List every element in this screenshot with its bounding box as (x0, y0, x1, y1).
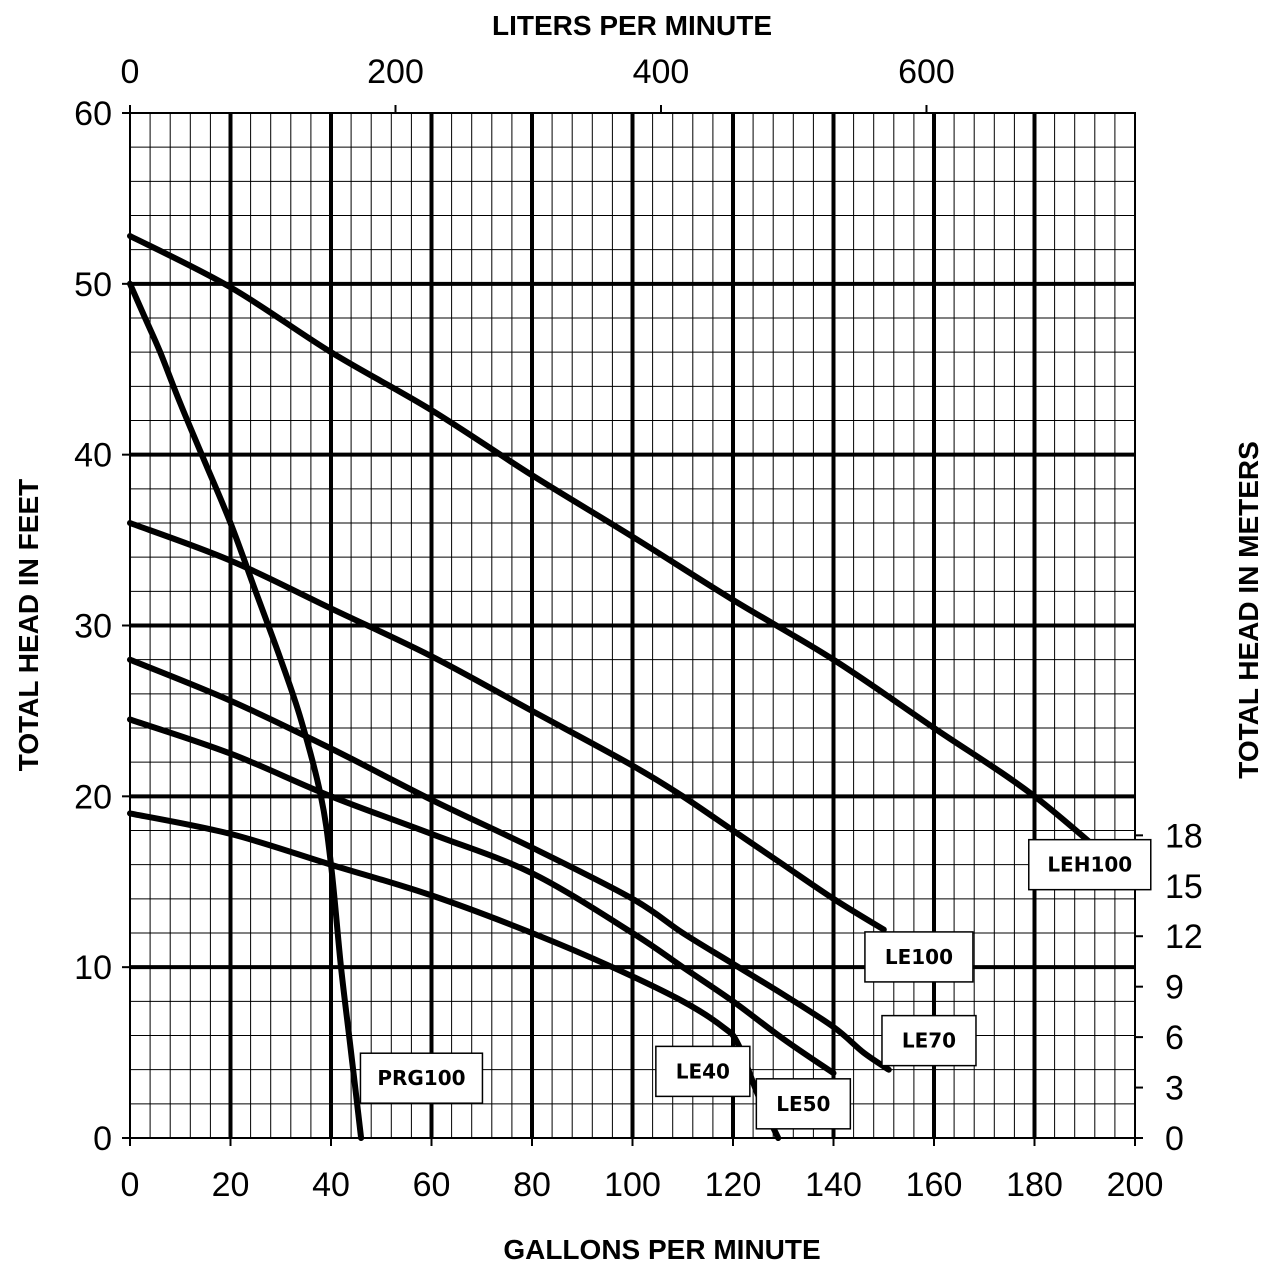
curve-prg100 (127, 280, 365, 1141)
pump-curves (127, 233, 1138, 1141)
y-tick-label: 10 (74, 949, 112, 987)
curve-label-text: LE40 (676, 1059, 730, 1083)
x-tick-label: 200 (1107, 1166, 1164, 1204)
curve-label-le50: LE50 (755, 1078, 852, 1130)
y-tick-label: 30 (74, 608, 112, 646)
y-tick-label: 60 (74, 95, 112, 133)
x-tick-label: 180 (1006, 1166, 1063, 1204)
y2-tick-label: 6 (1165, 1019, 1184, 1057)
curve-label-le70: LE70 (881, 1014, 977, 1067)
curve-label-text: LE50 (776, 1092, 830, 1116)
x2-axis-title: LITERS PER MINUTE (492, 10, 772, 41)
curve-label-box (359, 1052, 484, 1104)
curve-label-box (655, 1045, 751, 1098)
axis-ticks (122, 105, 1143, 1146)
curve-label-le100: LE100 (864, 931, 974, 983)
x2-tick-label: 600 (898, 53, 955, 91)
x2-tick-label: 400 (633, 53, 690, 91)
curve-label-leh100: LEH100 (1028, 838, 1152, 891)
y2-tick-label: 15 (1165, 868, 1203, 906)
curve-label-text: PRG100 (377, 1066, 465, 1090)
y2-axis-title: TOTAL HEAD IN METERS (1233, 441, 1264, 779)
curve-le70 (127, 656, 892, 1073)
curve-leh100 (127, 233, 1138, 885)
y2-tick-label: 3 (1165, 1070, 1184, 1108)
major-grid (130, 113, 1135, 1138)
y2-tick-label: 18 (1165, 817, 1203, 855)
curve-label-box (755, 1078, 852, 1130)
curve-label-text: LE100 (885, 945, 953, 969)
y2-tick-label: 12 (1165, 918, 1203, 956)
curve-label-box (881, 1014, 977, 1067)
curve-label-box (1028, 838, 1152, 891)
curve-label-text: LEH100 (1047, 853, 1132, 877)
y-tick-label: 50 (74, 266, 112, 304)
curve-le40 (127, 810, 782, 1141)
x-tick-label: 160 (906, 1166, 963, 1204)
tick-labels: 0 20 40 60 80 100 120 140 160 180 2000102030405060… (74, 53, 1203, 1204)
curve-label-box (864, 931, 974, 983)
y2-tick-label: 0 (1165, 1120, 1184, 1158)
x-tick-label: 20 (212, 1166, 250, 1204)
x-tick-label: 140 (805, 1166, 862, 1204)
x2-tick-label: 200 (367, 53, 424, 91)
curve-label-le40: LE40 (655, 1045, 751, 1098)
curve-labels: LEH100 LE100 LE70 LE40 LE50 PRG100 (359, 838, 1152, 1130)
x2-tick-label: 0 (121, 53, 140, 91)
x-tick-label: 120 (705, 1166, 762, 1204)
x-tick-label: 100 (604, 1166, 661, 1204)
y-axis-title: TOTAL HEAD IN FEET (13, 479, 44, 771)
y-tick-label: 0 (93, 1120, 112, 1158)
x-tick-label: 0 (121, 1166, 140, 1204)
x-tick-label: 80 (513, 1166, 551, 1204)
curve-le100 (127, 520, 887, 933)
y2-tick-label: 9 (1165, 969, 1184, 1007)
x-axis-title: GALLONS PER MINUTE (503, 1234, 820, 1265)
curve-label-prg100: PRG100 (359, 1052, 484, 1104)
curve-le50 (127, 716, 837, 1077)
x-tick-label: 60 (413, 1166, 451, 1204)
x-tick-label: 40 (312, 1166, 350, 1204)
y-tick-label: 20 (74, 778, 112, 816)
curve-label-text: LE70 (902, 1029, 956, 1053)
y-tick-label: 40 (74, 437, 112, 475)
